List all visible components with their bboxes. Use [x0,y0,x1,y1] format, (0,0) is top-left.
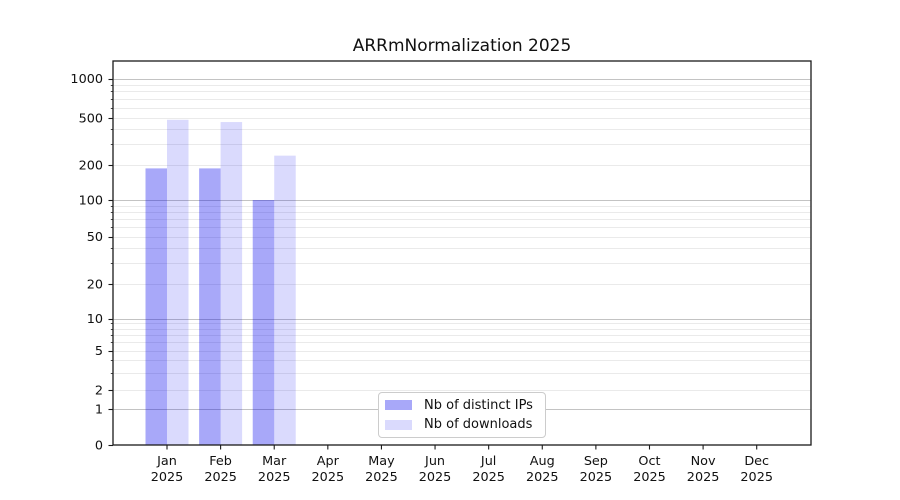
x-tick-label-month: Oct [638,454,660,469]
bar [199,168,221,445]
x-tick-label-year: 2025 [740,470,773,485]
legend-item-distinct-ips: Nb of distinct IPs [385,398,545,413]
x-tick-label-year: 2025 [151,470,184,485]
plot-border [112,60,812,446]
x-tick-label-year: 2025 [472,470,505,485]
x-tick-label-year: 2025 [312,470,345,485]
y-tick-label: 500 [79,112,103,127]
x-tick-label-month: Dec [744,454,769,469]
bar [167,119,189,445]
y-tick-label: 0 [95,439,103,454]
x-tick-label-month: Apr [317,454,340,469]
y-tick-label: 200 [79,159,103,174]
y-tick-label: 1 [95,403,103,418]
y-tick-label: 2 [95,384,103,399]
y-tick-label: 10 [87,312,103,327]
x-tick-label-month: Feb [209,454,232,469]
chart-title: ARRmNormalization 2025 [352,36,572,56]
legend-label-downloads: Nb of downloads [424,417,533,433]
x-tick-label-month: Jan [156,454,177,469]
legend-item-downloads: Nb of downloads [385,417,545,432]
legend: Nb of distinct IPs Nb of downloads [378,392,546,438]
bars-downloads [167,119,296,446]
x-axis: Jan2025Feb2025Mar2025Apr2025May2025Jun20… [151,445,773,485]
bars-distinct-ips [145,168,275,445]
x-tick-label-month: Jun [424,454,445,469]
y-axis: 0 1 2 5 10 20 50 100 200 500 1000 [70,72,113,454]
bar [145,168,167,445]
y-tick-label: 5 [95,344,103,359]
legend-swatch-downloads [385,419,412,430]
x-tick-label-month: Jul [480,454,496,469]
x-tick-label-year: 2025 [419,470,452,485]
y-tick-label: 1000 [70,72,103,87]
x-tick-label-year: 2025 [633,470,666,485]
y-tick-label: 50 [87,230,103,245]
x-tick-label-month: Nov [691,454,716,469]
legend-label-distinct-ips: Nb of distinct IPs [424,397,533,413]
legend-swatch-distinct-ips [385,400,412,411]
x-tick-label-year: 2025 [526,470,559,485]
bar [274,155,296,445]
y-tick-label: 100 [79,194,103,209]
x-tick-label-month: Mar [262,454,287,469]
x-tick-label-year: 2025 [204,470,237,485]
x-tick-label-month: Aug [530,454,555,469]
x-tick-label-year: 2025 [687,470,720,485]
bar [252,200,275,445]
y-tick-label: 20 [87,278,103,293]
x-tick-label-month: Sep [584,454,608,469]
x-tick-label-month: May [368,454,395,469]
x-tick-label-year: 2025 [365,470,398,485]
bar [220,122,243,446]
x-tick-label-year: 2025 [258,470,291,485]
x-tick-label-year: 2025 [580,470,613,485]
